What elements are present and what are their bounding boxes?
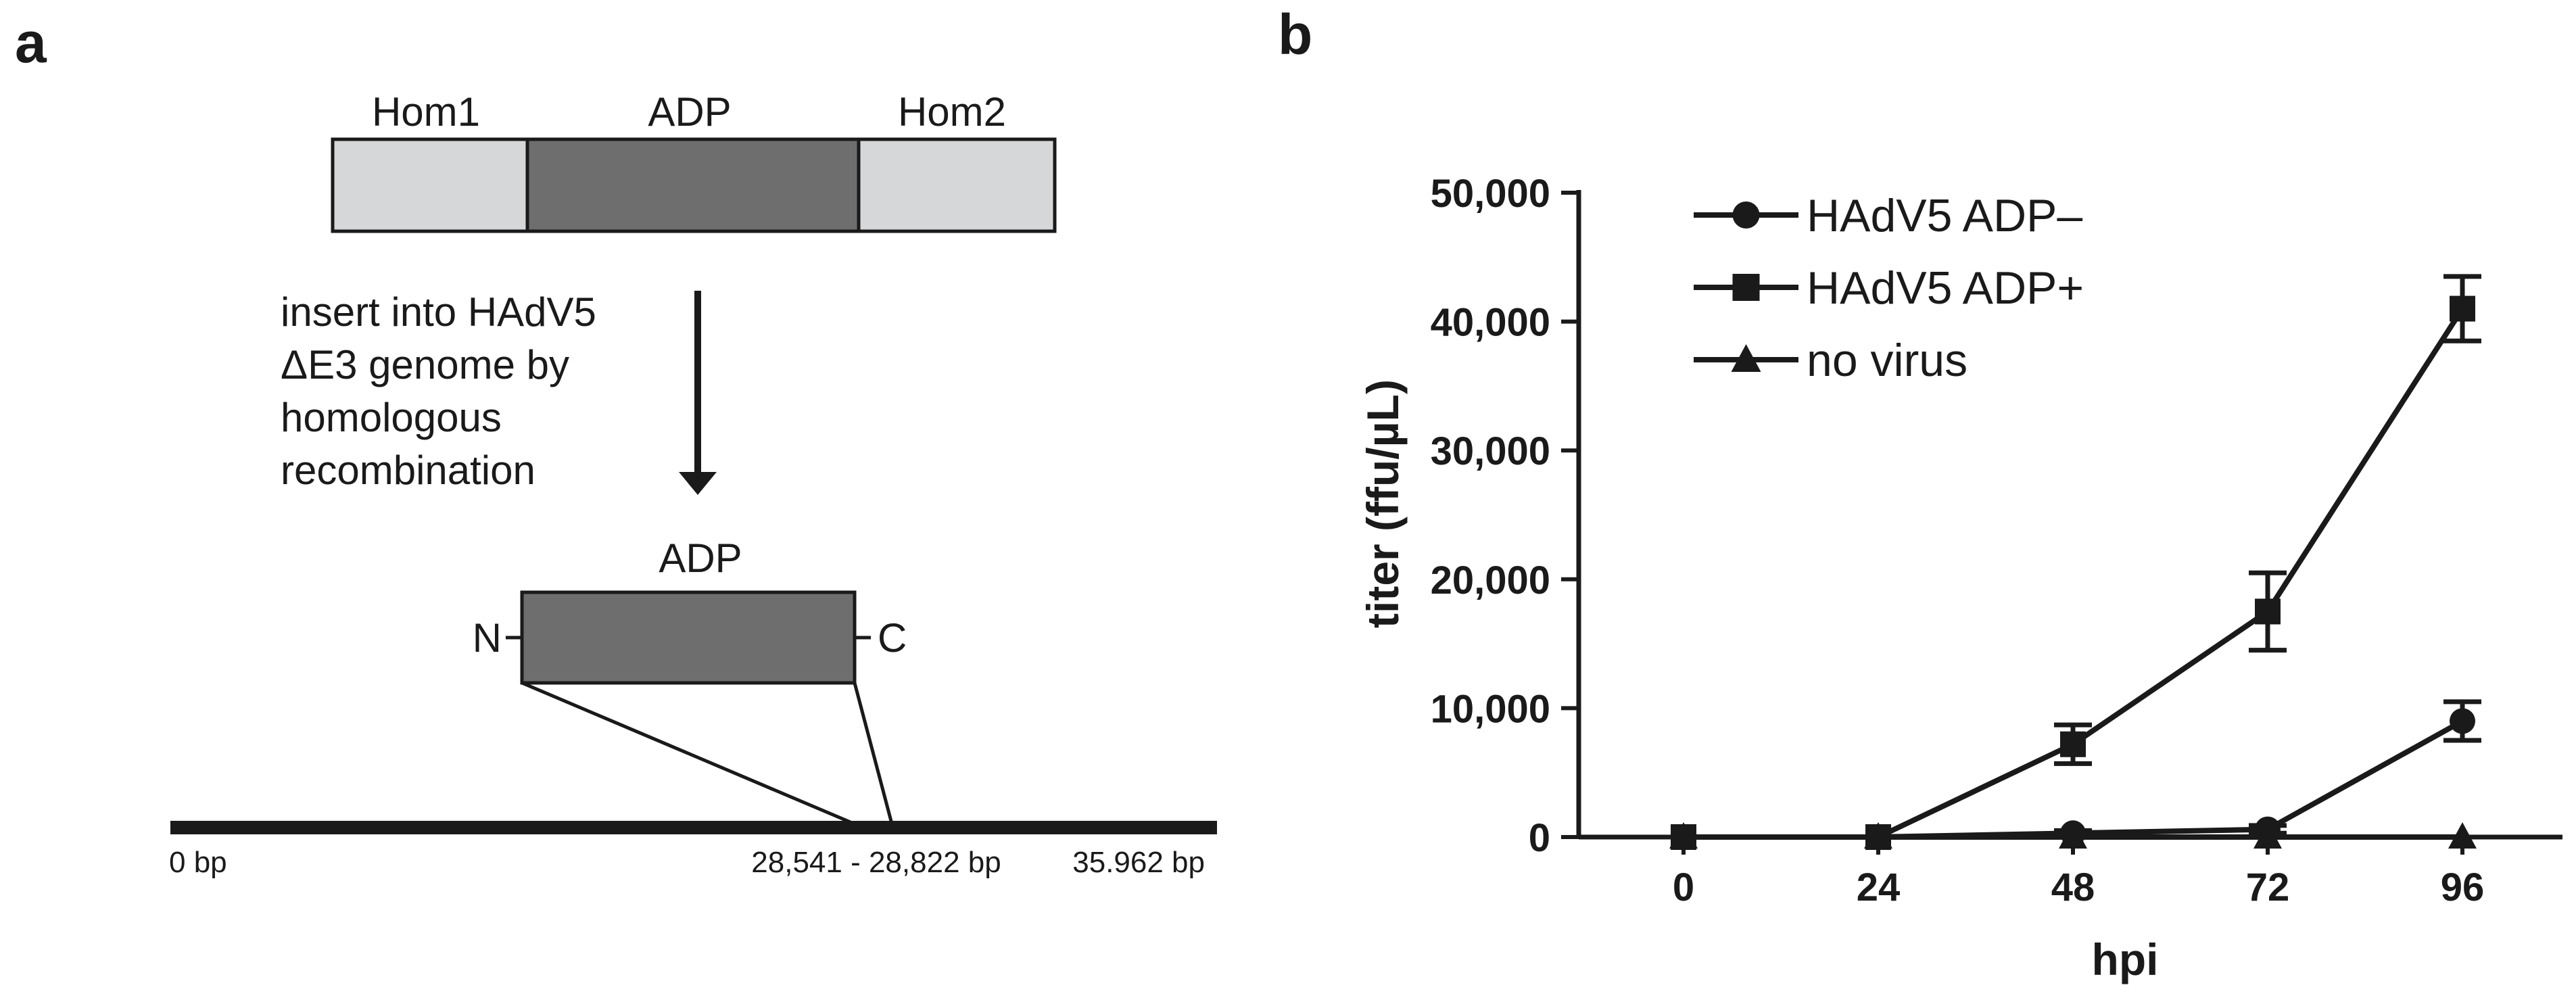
x-tick-label: 0 — [1673, 865, 1694, 909]
x-tick-label: 48 — [2051, 865, 2095, 909]
y-axis-title: titer (ffu/µL) — [1358, 379, 1408, 628]
arrow-text-line-1: insert into HAdV5 — [281, 289, 596, 335]
legend-item: HAdV5 ADP+ — [1694, 262, 2084, 314]
y-tick-label: 20,000 — [1431, 558, 1550, 602]
genome-end-label: 35.962 bp — [1072, 846, 1205, 879]
y-tick-label: 40,000 — [1431, 301, 1550, 345]
arrow-text-line-2: ΔE3 genome by — [281, 342, 569, 387]
zoom-line-left — [521, 681, 861, 828]
circle-marker — [2450, 708, 2475, 734]
x-tick-label: 72 — [2246, 865, 2290, 909]
legend-item: no virus — [1694, 335, 1967, 386]
titer-chart: 0 10,000 20,000 30,000 40,000 50,000 0 24 48 72 9… — [1358, 172, 2562, 984]
triangle-marker — [2253, 822, 2282, 849]
genome-bar — [170, 821, 1217, 834]
hom2-label: Hom2 — [898, 89, 1006, 135]
genome-start-label: 0 bp — [169, 846, 227, 879]
panel-a: a Hom1 ADP Hom2 insert into HAdV5 ΔE3 ge… — [15, 11, 1217, 879]
y-tick-label: 50,000 — [1431, 172, 1550, 216]
down-arrow-icon — [679, 291, 717, 495]
y-tick-label: 0 — [1529, 816, 1550, 860]
legend-label: HAdV5 ADP– — [1807, 190, 2082, 241]
arrow-text-line-4: recombination — [281, 448, 535, 493]
c-term-label: C — [878, 615, 907, 661]
adp-protein-label: ADP — [659, 535, 742, 581]
adp-protein-box — [520, 590, 857, 685]
square-marker — [2060, 731, 2086, 757]
circle-marker — [1732, 201, 1760, 229]
n-term-label: N — [473, 615, 502, 661]
triangle-marker — [1731, 344, 1761, 372]
square-marker — [1732, 274, 1760, 301]
legend-label: no virus — [1807, 335, 1967, 386]
legend: HAdV5 ADP– HAdV5 ADP+ no virus — [1694, 190, 2084, 386]
square-marker — [2450, 295, 2475, 322]
panel-b: b 0 10,000 20,000 30,000 40,000 50,000 0 24 48 7… — [1278, 3, 2562, 984]
hom1-label: Hom1 — [372, 89, 480, 135]
x-tick-label: 24 — [1857, 865, 1901, 909]
y-tick-label: 30,000 — [1431, 429, 1550, 473]
x-tick-label: 96 — [2441, 865, 2485, 909]
x-axis-title: hpi — [2092, 934, 2159, 984]
adp-construct-label: ADP — [648, 89, 731, 135]
legend-label: HAdV5 ADP+ — [1807, 262, 2084, 314]
triangle-marker — [2059, 822, 2087, 849]
hom2-box — [857, 137, 1057, 233]
genome-site-label: 28,541 - 28,822 bp — [751, 846, 1001, 879]
triangle-marker — [1864, 822, 1892, 849]
y-tick-label: 10,000 — [1431, 687, 1550, 731]
arrow-text-line-3: homologous — [281, 395, 502, 440]
panel-a-label: a — [15, 11, 47, 74]
triangle-marker — [1669, 822, 1698, 849]
square-marker — [2255, 598, 2281, 625]
adp-construct-box — [525, 137, 861, 233]
series-triangle — [1669, 822, 2477, 849]
zoom-line-right — [853, 682, 895, 827]
panel-b-label: b — [1278, 3, 1312, 66]
series-square — [1671, 274, 2481, 850]
triangle-marker — [2448, 822, 2477, 849]
legend-item: HAdV5 ADP– — [1694, 190, 2082, 241]
hom1-box — [331, 137, 529, 233]
